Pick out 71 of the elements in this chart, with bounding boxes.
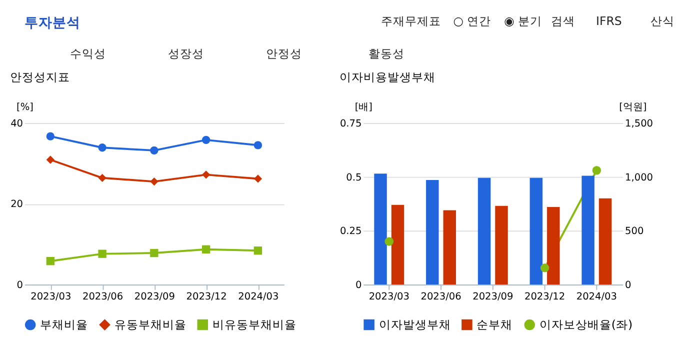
point xyxy=(202,170,210,179)
point xyxy=(202,245,210,254)
bar xyxy=(478,178,491,285)
y-tick-label: 40 xyxy=(10,118,24,130)
text: ◉ 분기 xyxy=(504,14,542,28)
bar xyxy=(598,198,612,285)
x-tick-label: 2023/03 xyxy=(368,292,410,303)
x-tick-label: 2023/09 xyxy=(472,292,514,303)
y-tick-label: 0 xyxy=(355,280,362,291)
x-tick-label: 2023/06 xyxy=(420,292,462,303)
text: 주재무제표 xyxy=(381,14,442,28)
text: 산식 xyxy=(650,14,675,28)
x-tick-label: 2023/06 xyxy=(82,292,124,303)
y2-axis-title: [억원] xyxy=(619,102,647,113)
bar xyxy=(495,206,508,285)
text: 수익성 xyxy=(70,46,106,60)
x-tick-label: 2023/12 xyxy=(524,292,566,303)
legend-label: 순부채 xyxy=(476,318,513,332)
point xyxy=(540,264,550,272)
point xyxy=(150,177,158,186)
bar xyxy=(374,174,387,285)
point xyxy=(46,132,55,140)
point xyxy=(254,141,262,150)
point xyxy=(150,248,158,258)
x-tick-label: 2023/12 xyxy=(186,292,227,303)
bar xyxy=(582,176,594,285)
y-tick-label: 20 xyxy=(10,199,24,210)
bar xyxy=(547,206,560,285)
point xyxy=(98,174,106,182)
point xyxy=(592,166,602,175)
point xyxy=(46,156,55,164)
text: 성장성 xyxy=(168,46,204,60)
y-tick-label: 0.25 xyxy=(340,226,362,238)
legend-label: 이자보상배율(좌) xyxy=(539,318,633,332)
x-tick-label: 2024/03 xyxy=(238,292,279,303)
point xyxy=(254,174,262,183)
chart-title: 안정성지표 xyxy=(10,70,70,84)
y2-tick-label: 1,000 xyxy=(625,172,654,184)
y-axis-title: [%] xyxy=(16,102,34,113)
point xyxy=(98,144,106,152)
y2-tick-label: 1,500 xyxy=(625,118,654,130)
text: 안정성 xyxy=(266,46,302,60)
y2-tick-label: 0 xyxy=(625,280,632,291)
point xyxy=(202,136,210,144)
text: 검색 xyxy=(550,14,575,28)
legend-label: 유동부채비율 xyxy=(114,318,187,332)
point xyxy=(384,237,394,246)
y-tick-label: 0 xyxy=(16,280,24,291)
legend-label: 이자발생부채 xyxy=(378,318,451,332)
x-tick-label: 2023/09 xyxy=(134,292,175,303)
y2-tick-label: 500 xyxy=(625,226,644,238)
bar xyxy=(443,210,456,285)
text: 활동성 xyxy=(368,46,405,60)
chart-title: 이자비용발생부채 xyxy=(339,70,436,84)
legend-label: 비유동부채비율 xyxy=(212,318,296,332)
point xyxy=(150,146,158,155)
point xyxy=(46,257,55,266)
y-tick-label: 0.75 xyxy=(340,118,362,130)
point xyxy=(98,250,106,258)
x-tick-label: 2023/03 xyxy=(30,292,72,303)
bar xyxy=(391,204,404,285)
point xyxy=(254,246,262,255)
legend-label: 부채비율 xyxy=(40,318,88,332)
text: ○ 연간 xyxy=(453,14,492,28)
bar xyxy=(426,180,439,285)
y-tick-label: 0.5 xyxy=(346,172,362,184)
y-axis-title: [배] xyxy=(354,102,372,113)
bar xyxy=(530,178,543,285)
text: 투자분석 xyxy=(24,15,80,32)
text: IFRS xyxy=(596,14,622,28)
x-tick-label: 2024/03 xyxy=(576,292,617,303)
